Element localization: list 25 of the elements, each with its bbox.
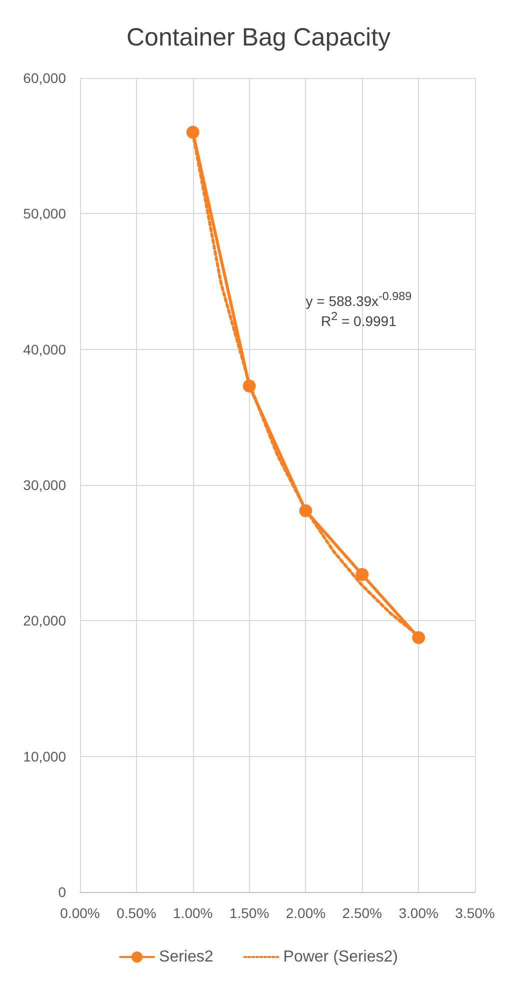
y-tick-label: 20,000 [23,612,66,629]
point [242,379,256,392]
point [412,631,426,644]
y-tick-label: 10,000 [23,748,66,764]
x-tick-label: 3.50% [455,905,495,921]
point [186,126,200,139]
x-tick-label: 3.00% [398,905,438,921]
y-tick-label: 60,000 [23,70,66,86]
legend-label: Power (Series2) [283,948,398,966]
chart-title: Container Bag Capacity [126,24,392,52]
x-tick-label: 2.00% [286,905,326,921]
x-tick-label: 2.50% [342,905,382,921]
point [299,504,312,518]
y-tick-label: 50,000 [23,206,66,222]
annotation: R$^{2}$ = 0.9991 [320,309,396,331]
y-tick-label: 30,000 [23,477,66,493]
annotation: y = 588.39x$^{-0.989}$ [306,289,412,311]
x-tick-label: 0.50% [116,905,156,921]
x-tick-label: 1.00% [173,905,213,921]
x-tick-label: 0.00% [60,905,100,921]
legend-label: Series2 [159,948,214,966]
y-tick-label: 0 [58,884,66,900]
y-tick-label: 40,000 [23,341,66,358]
x-tick-label: 1.50% [229,905,270,921]
point [356,568,369,582]
